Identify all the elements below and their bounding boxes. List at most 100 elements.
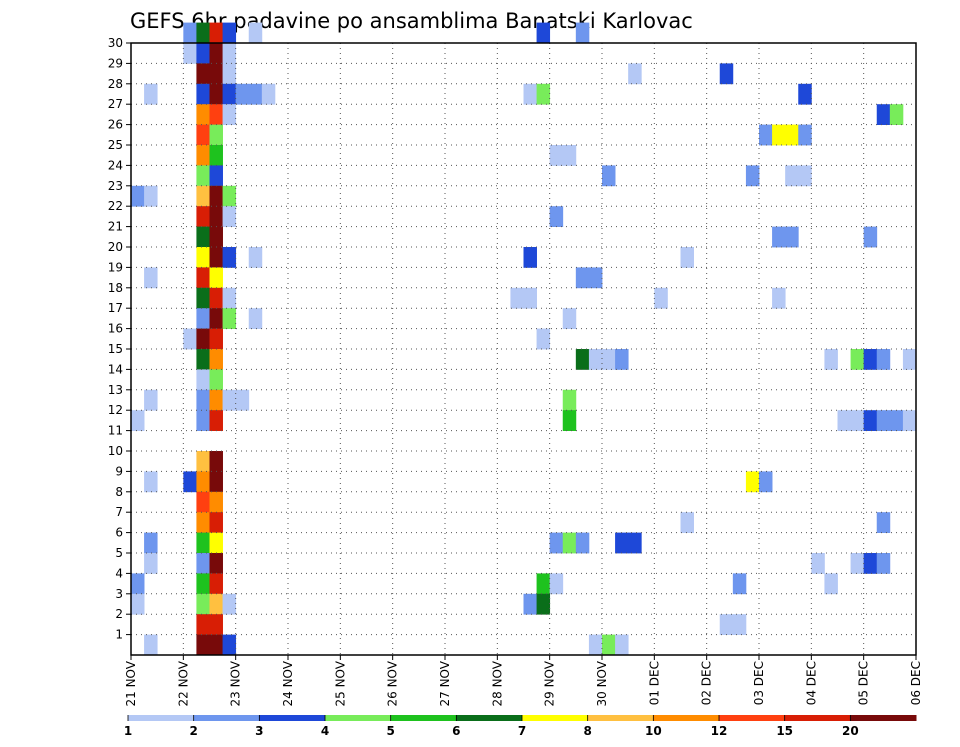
heatmap-cell: [196, 532, 210, 554]
heatmap-cell: [798, 165, 812, 187]
heatmap-cell: [196, 328, 210, 350]
heatmap-cell: [863, 226, 878, 248]
heatmap-cell: [863, 349, 878, 370]
heatmap-cell: [131, 185, 145, 207]
heatmap-cell: [209, 247, 223, 268]
heatmap-cell: [196, 573, 210, 595]
heatmap-cell: [719, 614, 734, 635]
colorbar-swatch: [456, 715, 523, 721]
cells-layer: [131, 22, 917, 656]
heatmap-cell: [196, 185, 210, 207]
heatmap-cell: [510, 287, 524, 309]
heatmap-cell: [196, 471, 210, 493]
colorbar-label: 7: [518, 724, 526, 738]
heatmap-cell: [209, 185, 223, 207]
x-tick-label: 03 DEC: [752, 661, 766, 705]
heatmap-cell: [798, 124, 812, 146]
heatmap-cell: [209, 614, 223, 635]
heatmap-cell: [144, 83, 158, 105]
heatmap-cell: [209, 43, 223, 64]
axis-layer: 1234567891011121314151617181920212223242…: [108, 36, 923, 707]
heatmap-cell: [235, 83, 250, 105]
heatmap-cell: [615, 349, 629, 370]
heatmap-cell: [261, 83, 276, 105]
heatmap-cell: [248, 22, 263, 44]
heatmap-cell: [144, 471, 158, 493]
heatmap-cell: [196, 22, 210, 44]
heatmap-cell: [719, 63, 734, 85]
x-tick-label: 23 NOV: [229, 660, 243, 706]
heatmap-cell: [575, 349, 590, 370]
heatmap-cell: [798, 83, 812, 105]
y-tick-label: 18: [108, 281, 123, 295]
heatmap-cell: [222, 43, 237, 64]
heatmap-cell: [196, 308, 210, 329]
heatmap-cell: [209, 22, 223, 44]
heatmap-cell: [745, 471, 760, 493]
y-tick-label: 25: [108, 138, 123, 152]
heatmap-cell: [523, 593, 537, 615]
y-tick-label: 22: [108, 199, 123, 213]
heatmap-cell: [196, 206, 210, 227]
heatmap-cell: [209, 369, 223, 391]
y-tick-label: 30: [108, 36, 123, 50]
colorbar-label: 20: [842, 724, 859, 738]
y-tick-label: 17: [108, 301, 123, 315]
x-tick-label: 25 NOV: [333, 660, 347, 706]
heatmap-cell: [863, 410, 878, 431]
y-tick-label: 27: [108, 97, 123, 111]
heatmap-cell: [196, 389, 210, 411]
heatmap-cell: [602, 349, 616, 370]
heatmap-cell: [837, 410, 851, 431]
heatmap-cell: [209, 83, 223, 105]
x-tick-label: 04 DEC: [804, 661, 818, 705]
heatmap-cell: [575, 267, 590, 289]
heatmap-cell: [196, 614, 210, 635]
heatmap-cell: [222, 308, 237, 329]
heatmap-cell: [876, 553, 891, 574]
heatmap-cell: [196, 349, 210, 370]
heatmap-cell: [209, 267, 223, 289]
y-tick-label: 1: [115, 628, 123, 642]
heatmap-cell: [222, 104, 237, 125]
heatmap-cell: [209, 226, 223, 248]
heatmap-cell: [144, 185, 158, 207]
colorbar-swatch: [390, 715, 457, 721]
heatmap-cell: [562, 389, 577, 411]
x-tick-label: 26 NOV: [386, 660, 400, 706]
heatmap-cell: [196, 491, 210, 513]
y-tick-label: 3: [115, 587, 123, 601]
heatmap-cell: [222, 634, 237, 656]
heatmap-cell: [222, 83, 237, 105]
heatmap-cell: [209, 573, 223, 595]
heatmap-cell: [602, 634, 616, 656]
heatmap-cell: [209, 634, 223, 656]
heatmap-cell: [196, 267, 210, 289]
y-tick-label: 28: [108, 77, 123, 91]
heatmap-cell: [785, 165, 799, 187]
heatmap-cell: [209, 553, 223, 574]
colorbar-label: 3: [255, 724, 263, 738]
heatmap-cell: [772, 287, 786, 309]
heatmap-cell: [615, 634, 629, 656]
heatmap-cell: [902, 410, 917, 431]
heatmap-cell: [824, 573, 838, 595]
heatmap-cell: [876, 410, 891, 431]
heatmap-cell: [209, 491, 223, 513]
x-tick-label: 24 NOV: [281, 660, 295, 706]
heatmap-cell: [209, 451, 223, 472]
heatmap-cell: [680, 512, 694, 533]
heatmap-cell: [209, 532, 223, 554]
heatmap-cell: [628, 532, 642, 554]
heatmap-cell: [850, 410, 865, 431]
heatmap-cell: [523, 83, 537, 105]
heatmap-cell: [209, 287, 223, 309]
heatmap-cell: [222, 63, 237, 85]
y-tick-label: 29: [108, 56, 123, 70]
x-tick-label: 30 NOV: [595, 660, 609, 706]
colorbar-swatch: [719, 715, 786, 721]
grid-layer: [131, 43, 916, 655]
heatmap-cell: [680, 247, 694, 268]
y-tick-label: 16: [108, 322, 123, 336]
